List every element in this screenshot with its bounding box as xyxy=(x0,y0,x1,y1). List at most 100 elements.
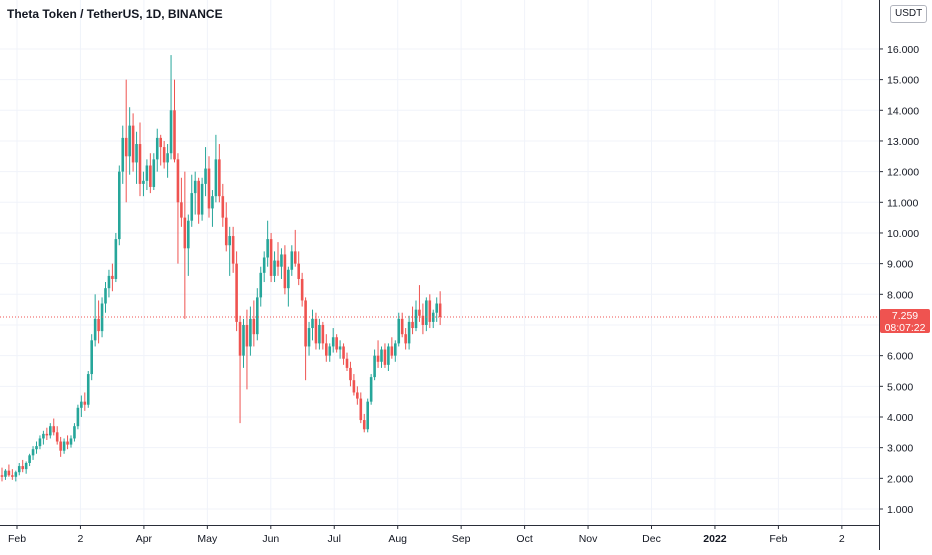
candle-body xyxy=(297,263,300,279)
candle-body xyxy=(176,159,180,203)
price-tick-label: 14.000 xyxy=(887,105,919,117)
candle-body xyxy=(421,315,425,325)
candle-body xyxy=(252,318,256,335)
candle-body xyxy=(328,346,332,356)
candle-body xyxy=(218,159,221,197)
candle-body xyxy=(169,110,173,154)
candle-body xyxy=(414,309,418,329)
candle-body xyxy=(345,358,349,368)
candle-body xyxy=(128,125,131,157)
candle-body xyxy=(331,337,335,347)
currency-badge[interactable]: USDT xyxy=(890,5,928,23)
candle-body xyxy=(283,254,287,289)
candle-countdown: 08:07:22 xyxy=(885,322,926,334)
candle-body xyxy=(276,260,280,267)
candle-body xyxy=(311,318,314,329)
candle-body xyxy=(173,110,176,160)
price-tick-label: 2.000 xyxy=(887,473,913,485)
candle-body xyxy=(300,278,304,301)
candle-body xyxy=(321,324,325,344)
candle-body xyxy=(376,355,380,362)
candle-body xyxy=(31,449,35,456)
candle-body xyxy=(93,318,97,341)
price-tick-label: 8.000 xyxy=(887,289,913,301)
candle-body xyxy=(207,168,211,209)
time-tick-label: Dec xyxy=(642,533,661,545)
time-tick-label: Sep xyxy=(452,533,471,545)
candle-body xyxy=(338,346,342,350)
candle-body xyxy=(262,257,266,273)
candle-body xyxy=(204,168,207,184)
candle-body xyxy=(383,349,387,365)
candle-body xyxy=(159,137,162,148)
candle-body xyxy=(0,475,4,477)
candles xyxy=(0,55,442,482)
candle-body xyxy=(69,438,73,445)
candle-body xyxy=(318,324,321,344)
candle-body xyxy=(245,324,249,347)
candle-body xyxy=(152,159,156,187)
price-tick-label: 1.000 xyxy=(887,504,913,516)
candle-body xyxy=(97,318,100,332)
candle-body xyxy=(325,343,328,356)
candle-body xyxy=(407,321,411,344)
candle-body xyxy=(66,441,69,445)
price-tick-label: 4.000 xyxy=(887,412,913,424)
time-tick-label: May xyxy=(197,533,218,545)
candle-body xyxy=(149,165,152,187)
candle-body xyxy=(83,401,87,405)
candle-body xyxy=(111,275,114,279)
chart-title: Theta Token / TetherUS, 1D, BINANCE xyxy=(7,7,223,21)
candle-body xyxy=(369,377,373,402)
candle-body xyxy=(155,137,159,160)
candle-body xyxy=(304,300,307,347)
candle-body xyxy=(118,171,121,240)
candle-body xyxy=(59,441,62,451)
axes xyxy=(0,0,880,550)
candle-body xyxy=(242,324,245,356)
candle-body xyxy=(273,260,276,276)
candle-body xyxy=(438,303,442,318)
price-tick-label: 9.000 xyxy=(887,259,913,271)
candle-body xyxy=(121,137,125,172)
candle-body xyxy=(366,401,369,430)
candle-body xyxy=(166,153,169,163)
candle-body xyxy=(428,300,432,322)
candle-body xyxy=(342,346,345,359)
candle-body xyxy=(145,165,149,181)
candle-body xyxy=(35,446,38,450)
candle-body xyxy=(193,180,197,194)
candle-body xyxy=(404,334,407,344)
candle-body xyxy=(190,193,194,221)
candle-body xyxy=(131,125,135,163)
time-tick-label: Nov xyxy=(579,533,598,545)
candle-body xyxy=(211,196,214,209)
candle-body xyxy=(352,380,356,393)
candle-body xyxy=(266,239,269,258)
candle-body xyxy=(28,455,31,463)
candle-body xyxy=(228,236,231,246)
candle-body xyxy=(259,272,263,298)
time-axis-labels: Feb 2 Apr May Jun Jul Aug Sep Oct Nov Dec 2022 Feb 2 xyxy=(8,525,845,545)
candle-body xyxy=(359,398,363,421)
candle-body xyxy=(24,462,28,470)
candle-body xyxy=(197,180,200,215)
price-tick-label: 16.000 xyxy=(887,44,919,56)
candle-body xyxy=(76,407,80,427)
time-tick-label: Aug xyxy=(388,533,407,545)
candle-body xyxy=(335,337,338,350)
candle-body xyxy=(431,312,435,322)
candle-body xyxy=(224,217,228,246)
grid xyxy=(0,0,879,525)
candle-body xyxy=(349,367,352,381)
candle-body xyxy=(135,144,138,163)
candle-body xyxy=(249,318,252,347)
candle-body xyxy=(418,309,421,316)
candle-body xyxy=(49,426,52,436)
candle-body xyxy=(231,236,235,264)
candle-body xyxy=(411,321,414,329)
candle-body xyxy=(183,217,187,249)
candle-body xyxy=(380,349,383,362)
